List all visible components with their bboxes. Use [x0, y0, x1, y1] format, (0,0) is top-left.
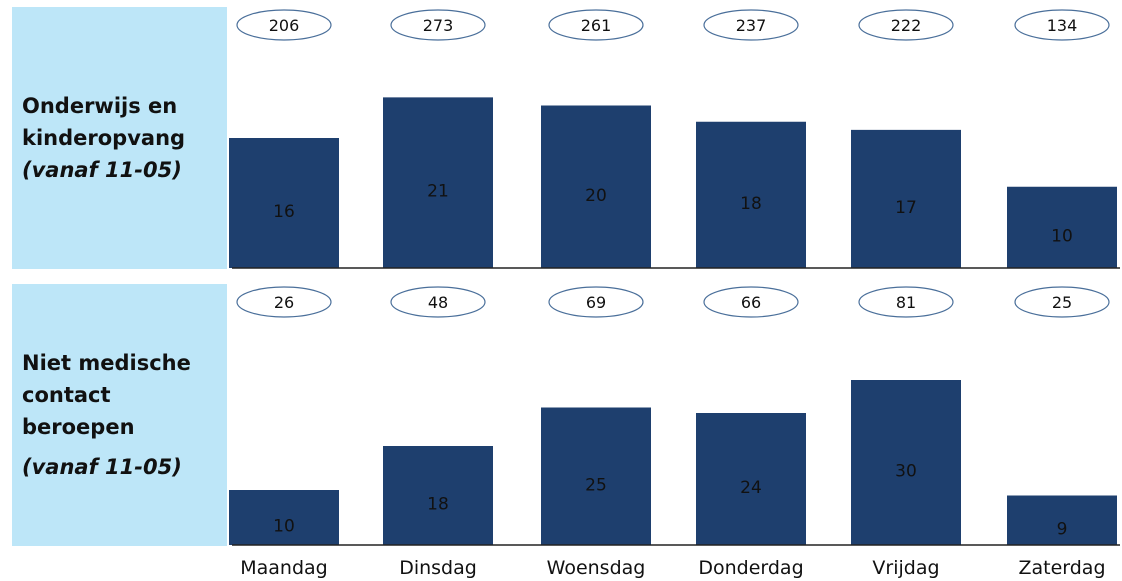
panel-label-date: (vanaf 11-05) — [22, 158, 182, 182]
bar — [229, 138, 339, 268]
count-label: 261 — [581, 16, 612, 35]
bar — [1007, 186, 1117, 268]
count-label: 206 — [269, 16, 300, 35]
count-label: 48 — [428, 293, 448, 312]
count-bubble — [1014, 9, 1110, 41]
panel-label-niet-medisch: Niet medische contact beroepen (vanaf 11… — [12, 284, 227, 546]
panel-label-line: beroepen — [22, 415, 135, 439]
count-label: 25 — [1052, 293, 1072, 312]
bar — [696, 121, 806, 268]
count-bubble — [236, 9, 332, 41]
bar-value-label: 10 — [1051, 226, 1073, 246]
bar — [541, 105, 651, 268]
bar-value-label: 16 — [273, 202, 295, 222]
bar — [383, 446, 493, 545]
panel-label-line: contact — [22, 383, 111, 407]
panel-label-line: kinderopvang — [22, 126, 186, 150]
count-label: 237 — [736, 16, 767, 35]
bar — [851, 380, 961, 545]
count-label: 273 — [423, 16, 454, 35]
panel-label-date: (vanaf 11-05) — [22, 455, 182, 479]
bar-value-label: 20 — [585, 186, 607, 206]
panel-label-line: Onderwijs en — [22, 94, 178, 118]
x-tick-label: Maandag — [240, 557, 328, 579]
bar-value-label: 10 — [273, 517, 295, 537]
bar — [851, 129, 961, 268]
bar — [1007, 495, 1117, 545]
bar-value-label: 24 — [740, 478, 762, 498]
count-bubble — [390, 286, 486, 318]
count-bubble — [1014, 286, 1110, 318]
x-tick-label: Donderdag — [698, 557, 803, 579]
bar-value-label: 18 — [427, 495, 449, 515]
count-bubble — [548, 286, 644, 318]
bar-value-label: 21 — [427, 182, 449, 202]
bar-value-label: 18 — [740, 194, 762, 214]
x-tick-label: Zaterdag — [1018, 557, 1105, 579]
bar-value-label: 30 — [895, 462, 917, 482]
bar-value-label: 17 — [895, 198, 917, 218]
x-tick-label: Dinsdag — [399, 557, 477, 579]
bar-value-label: 25 — [585, 475, 607, 495]
x-tick-label: Vrijdag — [872, 557, 939, 579]
count-label: 81 — [896, 293, 916, 312]
count-label: 222 — [891, 16, 922, 35]
bar — [383, 97, 493, 268]
count-label: 134 — [1047, 16, 1078, 35]
count-bubble — [390, 9, 486, 41]
count-bubble — [858, 9, 954, 41]
bar — [696, 413, 806, 545]
count-bubble — [703, 9, 799, 41]
bar — [541, 407, 651, 545]
count-label: 26 — [274, 293, 294, 312]
count-label: 66 — [741, 293, 761, 312]
count-bubble — [548, 9, 644, 41]
count-bubble — [236, 286, 332, 318]
x-tick-label: Woensdag — [547, 557, 646, 579]
panel-label-line: Niet medische — [22, 351, 191, 375]
count-label: 69 — [586, 293, 606, 312]
bar — [229, 490, 339, 545]
bar-value-label: 9 — [1057, 519, 1068, 539]
count-bubble — [703, 286, 799, 318]
count-bubble — [858, 286, 954, 318]
panel-label-onderwijs: Onderwijs en kinderopvang (vanaf 11-05) — [12, 7, 227, 269]
